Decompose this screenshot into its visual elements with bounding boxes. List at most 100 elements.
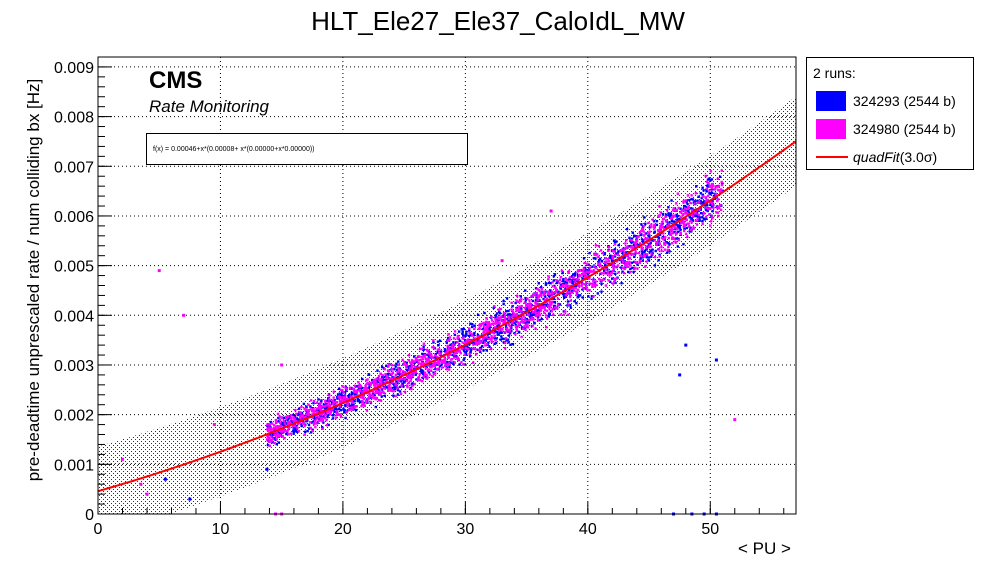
- scatter-point: [287, 415, 290, 418]
- scatter-point: [397, 372, 400, 375]
- scatter-point: [540, 293, 543, 296]
- scatter-point: [396, 382, 399, 385]
- scatter-point: [421, 352, 424, 356]
- legend-label-fit: quadFit(3.0σ): [853, 149, 938, 165]
- scatter-point: [335, 401, 339, 404]
- scatter-point: [698, 200, 701, 204]
- scatter-point: [327, 423, 330, 427]
- scatter-point: [612, 267, 615, 270]
- scatter-point: [433, 372, 437, 375]
- scatter-point: [588, 289, 591, 292]
- scatter-point: [367, 382, 370, 385]
- scatter-point: [408, 367, 412, 370]
- scatter-point: [317, 407, 320, 410]
- scatter-point: [383, 394, 386, 397]
- scatter-point: [711, 215, 714, 218]
- scatter-point: [281, 421, 284, 424]
- scatter-point: [559, 275, 563, 279]
- scatter-point: [471, 341, 475, 345]
- scatter-point: [613, 253, 617, 257]
- scatter-point: [553, 284, 556, 288]
- scatter-point: [432, 361, 436, 364]
- scatter-point: [317, 416, 321, 419]
- scatter-point: [380, 395, 383, 398]
- scatter-point: [566, 285, 569, 289]
- scatter-point: [476, 338, 480, 342]
- scatter-point: [490, 331, 494, 334]
- scatter-point: [561, 279, 565, 283]
- scatter-point: [662, 232, 665, 235]
- scatter-point: [524, 328, 527, 331]
- scatter-point: [600, 260, 604, 263]
- scatter-point: [641, 227, 645, 231]
- scatter-point: [705, 206, 708, 210]
- scatter-point: [325, 403, 328, 406]
- scatter-point: [667, 223, 671, 226]
- scatter-point: [347, 408, 351, 411]
- scatter-point: [312, 399, 316, 403]
- scatter-point: [421, 380, 424, 383]
- scatter-point: [424, 353, 427, 357]
- scatter-point: [486, 322, 489, 325]
- scatter-point: [622, 271, 626, 275]
- scatter-point: [396, 393, 400, 396]
- scatter-point: [560, 269, 564, 273]
- scatter-point: [405, 368, 409, 372]
- scatter-point: [378, 393, 381, 396]
- scatter-point: [671, 209, 675, 212]
- scatter-point: [482, 337, 485, 340]
- scatter-point: [624, 266, 627, 269]
- scatter-point: [468, 327, 471, 330]
- scatter-point: [477, 342, 481, 345]
- scatter-point: [499, 331, 502, 335]
- scatter-point: [452, 337, 456, 340]
- scatter-point: [511, 323, 514, 326]
- scatter-point: [360, 386, 364, 390]
- scatter-point: [304, 416, 307, 419]
- scatter-point: [299, 417, 302, 420]
- scatter-point: [593, 252, 596, 256]
- scatter-point: [448, 365, 451, 369]
- scatter-point: [709, 192, 712, 196]
- scatter-point: [632, 270, 635, 274]
- scatter-point: [292, 429, 295, 432]
- scatter-point: [567, 271, 570, 275]
- scatter-point: [369, 382, 372, 386]
- scatter-point: [487, 337, 491, 341]
- scatter-point: [686, 194, 690, 197]
- scatter-point: [345, 389, 348, 392]
- scatter-point: [515, 327, 518, 330]
- scatter-point: [702, 211, 706, 215]
- y-tick-label: 0.007: [54, 159, 94, 176]
- scatter-point: [449, 343, 452, 347]
- scatter-point: [425, 348, 429, 351]
- scatter-point: [714, 193, 718, 196]
- scatter-point: [622, 249, 625, 252]
- scatter-point: [614, 281, 617, 285]
- scatter-point: [660, 246, 663, 249]
- scatter-point: [351, 401, 354, 404]
- fit-formula-box: f(x) = 0.00046+x*(0.00008+ x*(0.00000+x*…: [146, 133, 468, 165]
- scatter-point: [300, 414, 303, 417]
- scatter-point: [502, 311, 506, 315]
- scatter-point: [534, 314, 538, 318]
- scatter-point: [341, 385, 344, 388]
- scatter-point: [485, 327, 488, 331]
- scatter-point: [574, 286, 577, 290]
- scatter-point: [459, 352, 462, 355]
- scatter-point: [268, 424, 271, 428]
- scatter-point: [368, 394, 372, 397]
- scatter-point: [578, 274, 582, 278]
- scatter-point: [467, 340, 471, 343]
- scatter-point: [626, 265, 630, 269]
- scatter-point: [322, 404, 325, 408]
- scatter-point: [476, 333, 480, 337]
- scatter-point: [638, 231, 642, 235]
- scatter-point: [535, 293, 538, 297]
- scatter-point: [285, 432, 288, 436]
- scatter-point: [285, 415, 288, 419]
- scatter-point: [576, 270, 579, 273]
- scatter-point: [520, 309, 523, 313]
- scatter-point: [474, 352, 478, 356]
- scatter-point: [289, 417, 293, 420]
